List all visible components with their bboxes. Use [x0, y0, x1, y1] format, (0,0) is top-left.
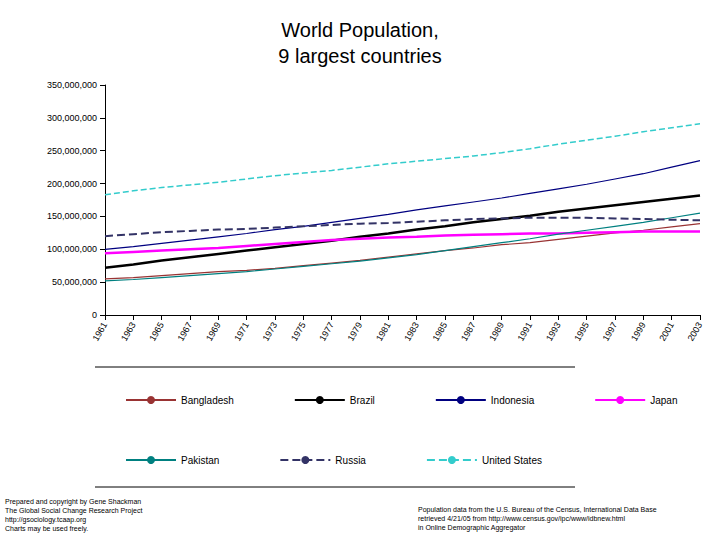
svg-text:1993: 1993	[544, 320, 563, 342]
svg-text:1965: 1965	[147, 320, 166, 342]
svg-text:1989: 1989	[487, 320, 506, 342]
svg-text:1997: 1997	[601, 320, 620, 342]
svg-text:1961: 1961	[91, 320, 110, 342]
svg-text:1967: 1967	[176, 320, 195, 342]
svg-text:1985: 1985	[431, 320, 450, 342]
svg-text:1971: 1971	[232, 320, 251, 342]
svg-text:Population data from the U.S.: Population data from the U.S. Bureau of …	[418, 506, 657, 514]
svg-text:1995: 1995	[572, 320, 591, 342]
svg-text:retrieved 4/21/05 from http://: retrieved 4/21/05 from http://www.census…	[418, 515, 625, 523]
svg-text:250,000,000: 250,000,000	[47, 146, 97, 156]
svg-text:Indonesia: Indonesia	[491, 395, 535, 406]
svg-text:Pakistan: Pakistan	[181, 455, 219, 466]
svg-text:1969: 1969	[204, 320, 223, 342]
svg-text:150,000,000: 150,000,000	[47, 211, 97, 221]
svg-text:1999: 1999	[629, 320, 648, 342]
svg-text:300,000,000: 300,000,000	[47, 113, 97, 123]
svg-text:0: 0	[92, 310, 97, 320]
svg-text:World Population,: World Population,	[281, 19, 439, 41]
svg-text:350,000,000: 350,000,000	[47, 80, 97, 90]
svg-text:100,000,000: 100,000,000	[47, 244, 97, 254]
svg-text:1977: 1977	[317, 320, 336, 342]
svg-text:Prepared and copyright by Gene: Prepared and copyright by Gene Shackman	[5, 498, 141, 506]
svg-text:Russia: Russia	[335, 455, 366, 466]
svg-text:Charts may be used freely.: Charts may be used freely.	[5, 525, 88, 533]
svg-text:50,000,000: 50,000,000	[52, 277, 97, 287]
svg-text:1983: 1983	[402, 320, 421, 342]
svg-text:9 largest countries: 9 largest countries	[278, 45, 441, 67]
svg-text:1987: 1987	[459, 320, 478, 342]
svg-text:Japan: Japan	[650, 395, 677, 406]
svg-text:200,000,000: 200,000,000	[47, 179, 97, 189]
svg-text:2001: 2001	[657, 320, 676, 342]
svg-text:Bangladesh: Bangladesh	[181, 395, 234, 406]
svg-text:1979: 1979	[346, 320, 365, 342]
svg-text:1981: 1981	[374, 320, 393, 342]
svg-text:1991: 1991	[516, 320, 535, 342]
svg-text:The Global Social Change Resea: The Global Social Change Research Projec…	[5, 507, 142, 515]
svg-text:1973: 1973	[261, 320, 280, 342]
svg-text:1975: 1975	[289, 320, 308, 342]
svg-text:http://gsociology.tcaap.org: http://gsociology.tcaap.org	[5, 516, 86, 524]
svg-text:Brazil: Brazil	[350, 395, 375, 406]
svg-text:2003: 2003	[686, 320, 705, 342]
svg-text:in Online Demographic Aggregat: in Online Demographic Aggregator	[418, 524, 526, 532]
svg-text:1963: 1963	[119, 320, 138, 342]
svg-text:United States: United States	[482, 455, 542, 466]
